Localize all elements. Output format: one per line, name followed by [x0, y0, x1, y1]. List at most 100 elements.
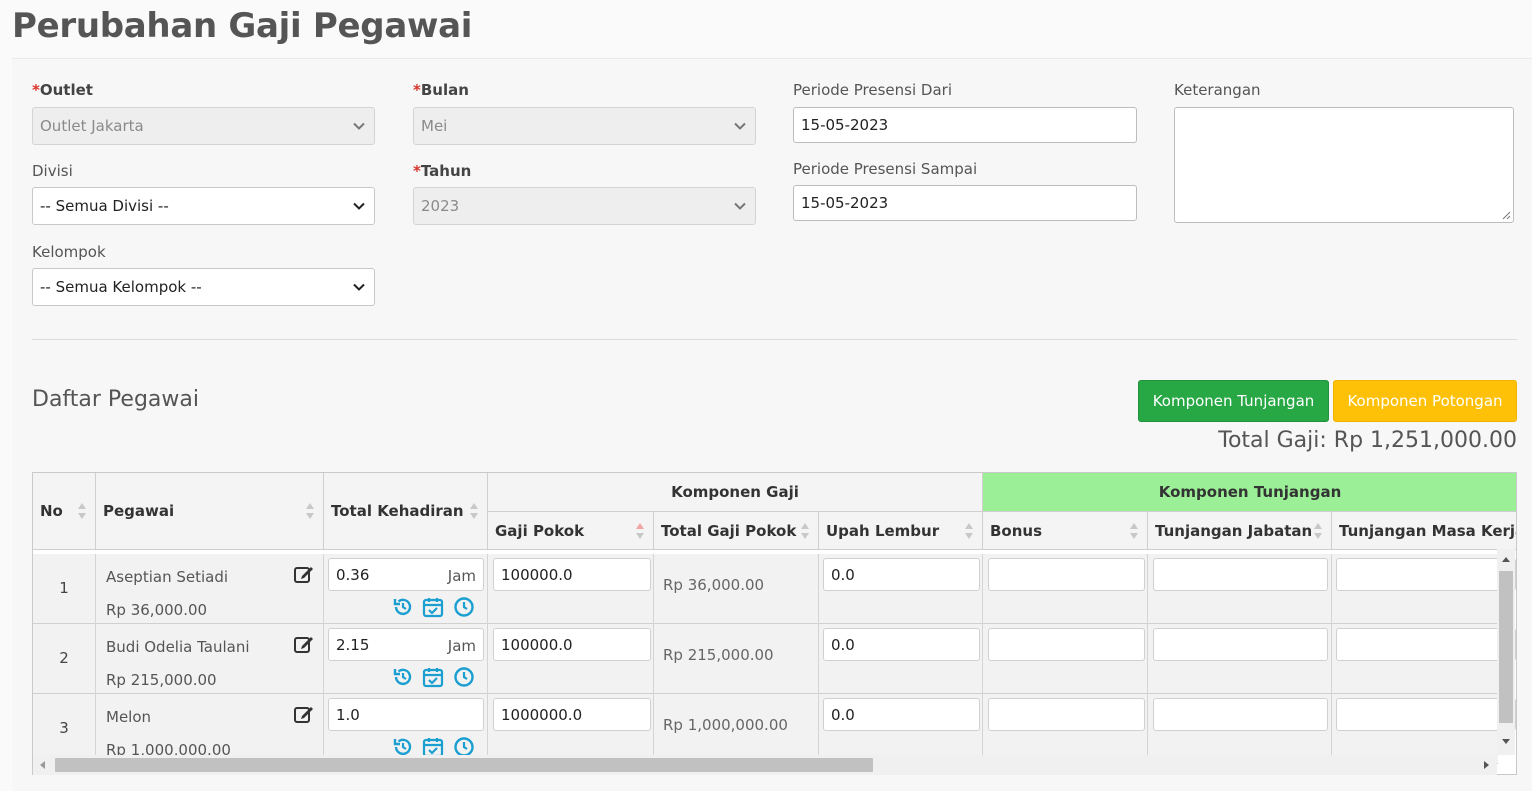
col-header-upah-lembur[interactable]: Upah Lembur: [819, 512, 983, 550]
tunjangan-jabatan-input[interactable]: [1153, 558, 1328, 591]
row-no: 3: [59, 719, 69, 737]
cell-bonus: [983, 624, 1148, 694]
employee-salary: Rp 36,000.00: [106, 601, 208, 619]
col-header-no[interactable]: No: [33, 473, 96, 550]
total-gaji-pokok-value: Rp 36,000.00: [663, 576, 765, 594]
cell-upah-lembur: 0.0: [819, 554, 983, 624]
bonus-input[interactable]: [988, 698, 1145, 731]
outlet-label: *Outlet: [32, 81, 93, 99]
total-gaji: Total Gaji: Rp 1,251,000.00: [1218, 428, 1517, 453]
komponen-tunjangan-button[interactable]: Komponen Tunjangan: [1138, 380, 1329, 422]
scrollbar-thumb[interactable]: [55, 758, 873, 772]
bonus-input[interactable]: [988, 628, 1145, 661]
history-icon[interactable]: [392, 736, 414, 758]
cell-tunjangan-masa-kerja: [1332, 624, 1516, 694]
bulan-label: *Bulan: [413, 81, 469, 99]
kehadiran-input[interactable]: 2.15 Jam: [328, 628, 484, 661]
col-header-no-label: No: [40, 502, 63, 520]
edit-icon[interactable]: [293, 634, 315, 654]
cell-tunjangan-masa-kerja: [1332, 554, 1516, 624]
clock-icon[interactable]: [453, 666, 475, 688]
kehadiran-input[interactable]: 1.0: [328, 698, 484, 731]
divisi-label: Divisi: [32, 162, 73, 180]
employee-salary: Rp 1,000,000.00: [106, 741, 231, 759]
sort-icon: [965, 522, 973, 539]
tahun-required-mark: *: [413, 162, 421, 180]
employee-salary: Rp 215,000.00: [106, 671, 217, 689]
col-header-total-kehadiran[interactable]: Total Kehadiran: [324, 473, 488, 550]
clock-icon[interactable]: [453, 596, 475, 618]
tunjangan-jabatan-input[interactable]: [1153, 628, 1328, 661]
periode-dari-label: Periode Presensi Dari: [793, 81, 952, 99]
sort-icon: [78, 503, 86, 519]
divisi-select[interactable]: -- Semua Divisi --: [32, 187, 375, 225]
sort-icon: [801, 522, 809, 539]
chevron-down-icon: [353, 122, 365, 130]
col-header-gaji-pokok[interactable]: Gaji Pokok: [488, 512, 654, 550]
calendar-check-icon[interactable]: [422, 666, 444, 688]
bulan-label-text: Bulan: [420, 81, 469, 99]
scroll-down-arrow-icon[interactable]: [1502, 739, 1510, 744]
kelompok-select-value: -- Semua Kelompok --: [40, 278, 202, 296]
col-header-total-gaji-pokok-label: Total Gaji Pokok: [661, 521, 797, 540]
gaji-pokok-input[interactable]: 100000.0: [493, 628, 651, 661]
chevron-down-icon: [353, 283, 365, 291]
tahun-select[interactable]: 2023: [413, 187, 756, 225]
outlet-select[interactable]: Outlet Jakarta: [32, 107, 375, 145]
section-divider: [32, 339, 1517, 340]
periode-sampai-input[interactable]: 15-05-2023: [793, 185, 1137, 221]
tunjangan-masa-kerja-input[interactable]: [1336, 558, 1516, 591]
chevron-down-icon: [734, 202, 746, 210]
tunjangan-masa-kerja-input[interactable]: [1336, 698, 1516, 731]
resize-grip-icon[interactable]: [1501, 210, 1511, 220]
keterangan-textarea[interactable]: [1174, 107, 1514, 223]
tunjangan-jabatan-input[interactable]: [1153, 698, 1328, 731]
table-vertical-scrollbar[interactable]: [1497, 549, 1515, 755]
bulan-select[interactable]: Mei: [413, 107, 756, 145]
cell-total-gaji-pokok: Rp 1,000,000.00: [654, 694, 819, 764]
bonus-input[interactable]: [988, 558, 1145, 591]
scroll-right-arrow-icon[interactable]: [1484, 761, 1489, 769]
col-header-tunjangan-jabatan[interactable]: Tunjangan Jabatan: [1148, 512, 1332, 550]
page-title: Perubahan Gaji Pegawai: [12, 6, 473, 46]
col-header-tunjangan-masa-kerja[interactable]: Tunjangan Masa Kerja: [1332, 512, 1516, 550]
edit-icon[interactable]: [293, 704, 315, 724]
col-header-pegawai-label: Pegawai: [103, 502, 175, 520]
cell-total-gaji-pokok: Rp 215,000.00: [654, 624, 819, 694]
scroll-up-arrow-icon[interactable]: [1502, 557, 1510, 562]
history-icon[interactable]: [392, 666, 414, 688]
cell-gaji-pokok: 100000.0: [488, 554, 654, 624]
col-header-total-gaji-pokok[interactable]: Total Gaji Pokok: [654, 512, 819, 550]
kelompok-label: Kelompok: [32, 243, 106, 261]
gaji-pokok-input[interactable]: 1000000.0: [493, 698, 651, 731]
col-header-bonus[interactable]: Bonus: [983, 512, 1148, 550]
kehadiran-value: 1.0: [336, 705, 360, 724]
cell-kehadiran: 2.15 Jam: [324, 624, 488, 694]
table-horizontal-scrollbar[interactable]: [33, 755, 1497, 775]
upah-lembur-input[interactable]: 0.0: [823, 558, 980, 591]
divisi-select-value: -- Semua Divisi --: [40, 197, 169, 215]
tunjangan-masa-kerja-input[interactable]: [1336, 628, 1516, 661]
upah-lembur-input[interactable]: 0.0: [823, 628, 980, 661]
tahun-label-text: Tahun: [420, 162, 472, 180]
kehadiran-input[interactable]: 0.36 Jam: [328, 558, 484, 591]
cell-bonus: [983, 694, 1148, 764]
scroll-left-arrow-icon[interactable]: [40, 761, 45, 769]
cell-pegawai: Aseptian Setiadi Rp 36,000.00: [96, 554, 324, 624]
cell-upah-lembur: 0.0: [819, 694, 983, 764]
col-header-gaji-pokok-label: Gaji Pokok: [495, 521, 585, 540]
section-title: Daftar Pegawai: [32, 387, 199, 412]
table-row: 3 Melon Rp 1,000,000.00 1.0 1000000.0 Rp…: [33, 694, 1516, 764]
gaji-pokok-input[interactable]: 100000.0: [493, 558, 651, 591]
periode-dari-input[interactable]: 15-05-2023: [793, 107, 1137, 143]
scrollbar-thumb[interactable]: [1499, 571, 1513, 723]
komponen-potongan-button[interactable]: Komponen Potongan: [1333, 380, 1517, 422]
sort-icon: [1314, 522, 1322, 539]
upah-lembur-input[interactable]: 0.0: [823, 698, 980, 731]
calendar-check-icon[interactable]: [422, 596, 444, 618]
edit-icon[interactable]: [293, 564, 315, 584]
kelompok-select[interactable]: -- Semua Kelompok --: [32, 268, 375, 306]
history-icon[interactable]: [392, 596, 414, 618]
cell-pegawai: Melon Rp 1,000,000.00: [96, 694, 324, 764]
col-header-pegawai[interactable]: Pegawai: [96, 473, 324, 550]
